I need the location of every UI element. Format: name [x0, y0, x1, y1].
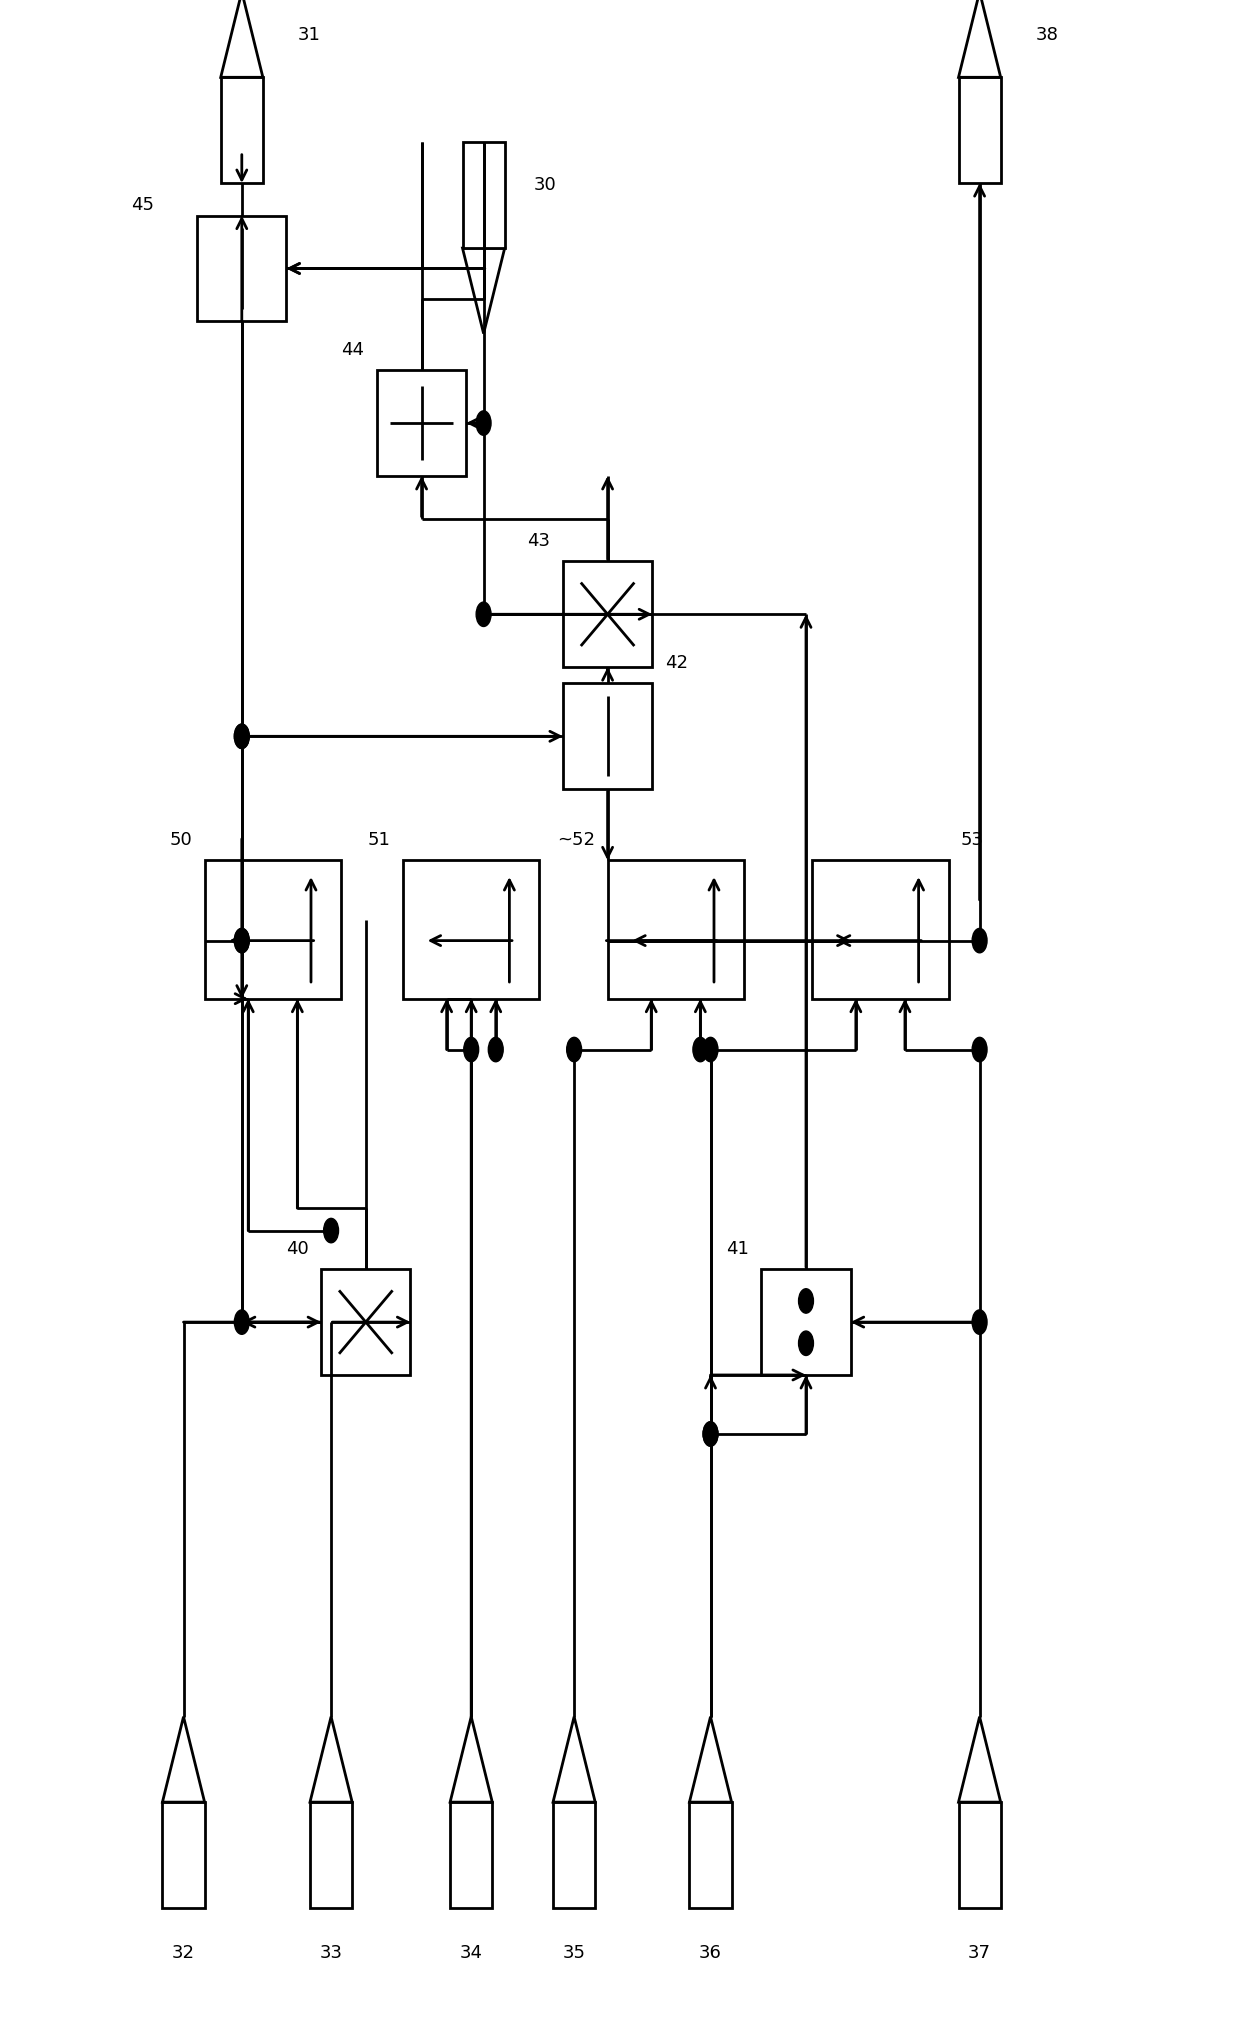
Polygon shape — [162, 1717, 205, 1802]
Bar — [197, 216, 286, 321]
Bar — [563, 561, 652, 667]
Text: 38: 38 — [1035, 26, 1058, 43]
Polygon shape — [959, 0, 1001, 77]
Bar — [463, 142, 505, 248]
Polygon shape — [553, 1717, 595, 1802]
Text: 44: 44 — [341, 342, 365, 358]
Text: 32: 32 — [172, 1945, 195, 1961]
Circle shape — [234, 928, 249, 952]
Circle shape — [476, 411, 491, 435]
Polygon shape — [450, 1717, 492, 1802]
Text: 34: 34 — [460, 1945, 482, 1961]
Text: 50: 50 — [170, 832, 192, 848]
Text: 41: 41 — [727, 1241, 749, 1257]
Bar — [162, 1802, 205, 1908]
Circle shape — [799, 1290, 813, 1314]
Circle shape — [703, 1422, 718, 1446]
Bar — [450, 1802, 492, 1908]
Bar — [321, 1269, 410, 1375]
Text: 30: 30 — [533, 175, 556, 193]
Circle shape — [234, 1310, 249, 1334]
Circle shape — [234, 724, 249, 749]
Circle shape — [972, 1037, 987, 1062]
Bar — [959, 77, 1001, 183]
Bar — [221, 77, 263, 183]
Bar — [812, 860, 949, 999]
Text: 45: 45 — [130, 197, 154, 214]
Polygon shape — [463, 248, 505, 334]
Polygon shape — [689, 1717, 732, 1802]
Circle shape — [234, 724, 249, 749]
Bar — [377, 370, 466, 476]
Text: 37: 37 — [968, 1945, 991, 1961]
Text: 33: 33 — [320, 1945, 342, 1961]
Circle shape — [703, 1422, 718, 1446]
Text: 40: 40 — [286, 1241, 309, 1257]
Bar — [563, 683, 652, 789]
Text: ~52: ~52 — [557, 832, 595, 848]
Text: 43: 43 — [527, 533, 551, 549]
Circle shape — [476, 602, 491, 626]
Circle shape — [464, 1037, 479, 1062]
Bar — [959, 1802, 1001, 1908]
Circle shape — [972, 1310, 987, 1334]
Circle shape — [693, 1037, 708, 1062]
Circle shape — [972, 928, 987, 952]
Bar — [553, 1802, 595, 1908]
Bar — [761, 1269, 851, 1375]
Text: 42: 42 — [665, 655, 688, 671]
Polygon shape — [310, 1717, 352, 1802]
Text: 51: 51 — [368, 832, 391, 848]
Bar — [205, 860, 341, 999]
Bar — [689, 1802, 732, 1908]
Bar — [608, 860, 744, 999]
Circle shape — [703, 1037, 718, 1062]
Text: 53: 53 — [961, 832, 985, 848]
Text: 36: 36 — [699, 1945, 722, 1961]
Circle shape — [234, 928, 249, 952]
Circle shape — [324, 1218, 339, 1243]
Text: 35: 35 — [563, 1945, 585, 1961]
Text: 31: 31 — [298, 26, 320, 43]
Circle shape — [799, 1330, 813, 1355]
Circle shape — [489, 1037, 503, 1062]
Bar — [403, 860, 539, 999]
Bar — [310, 1802, 352, 1908]
Polygon shape — [221, 0, 263, 77]
Polygon shape — [959, 1717, 1001, 1802]
Circle shape — [567, 1037, 582, 1062]
